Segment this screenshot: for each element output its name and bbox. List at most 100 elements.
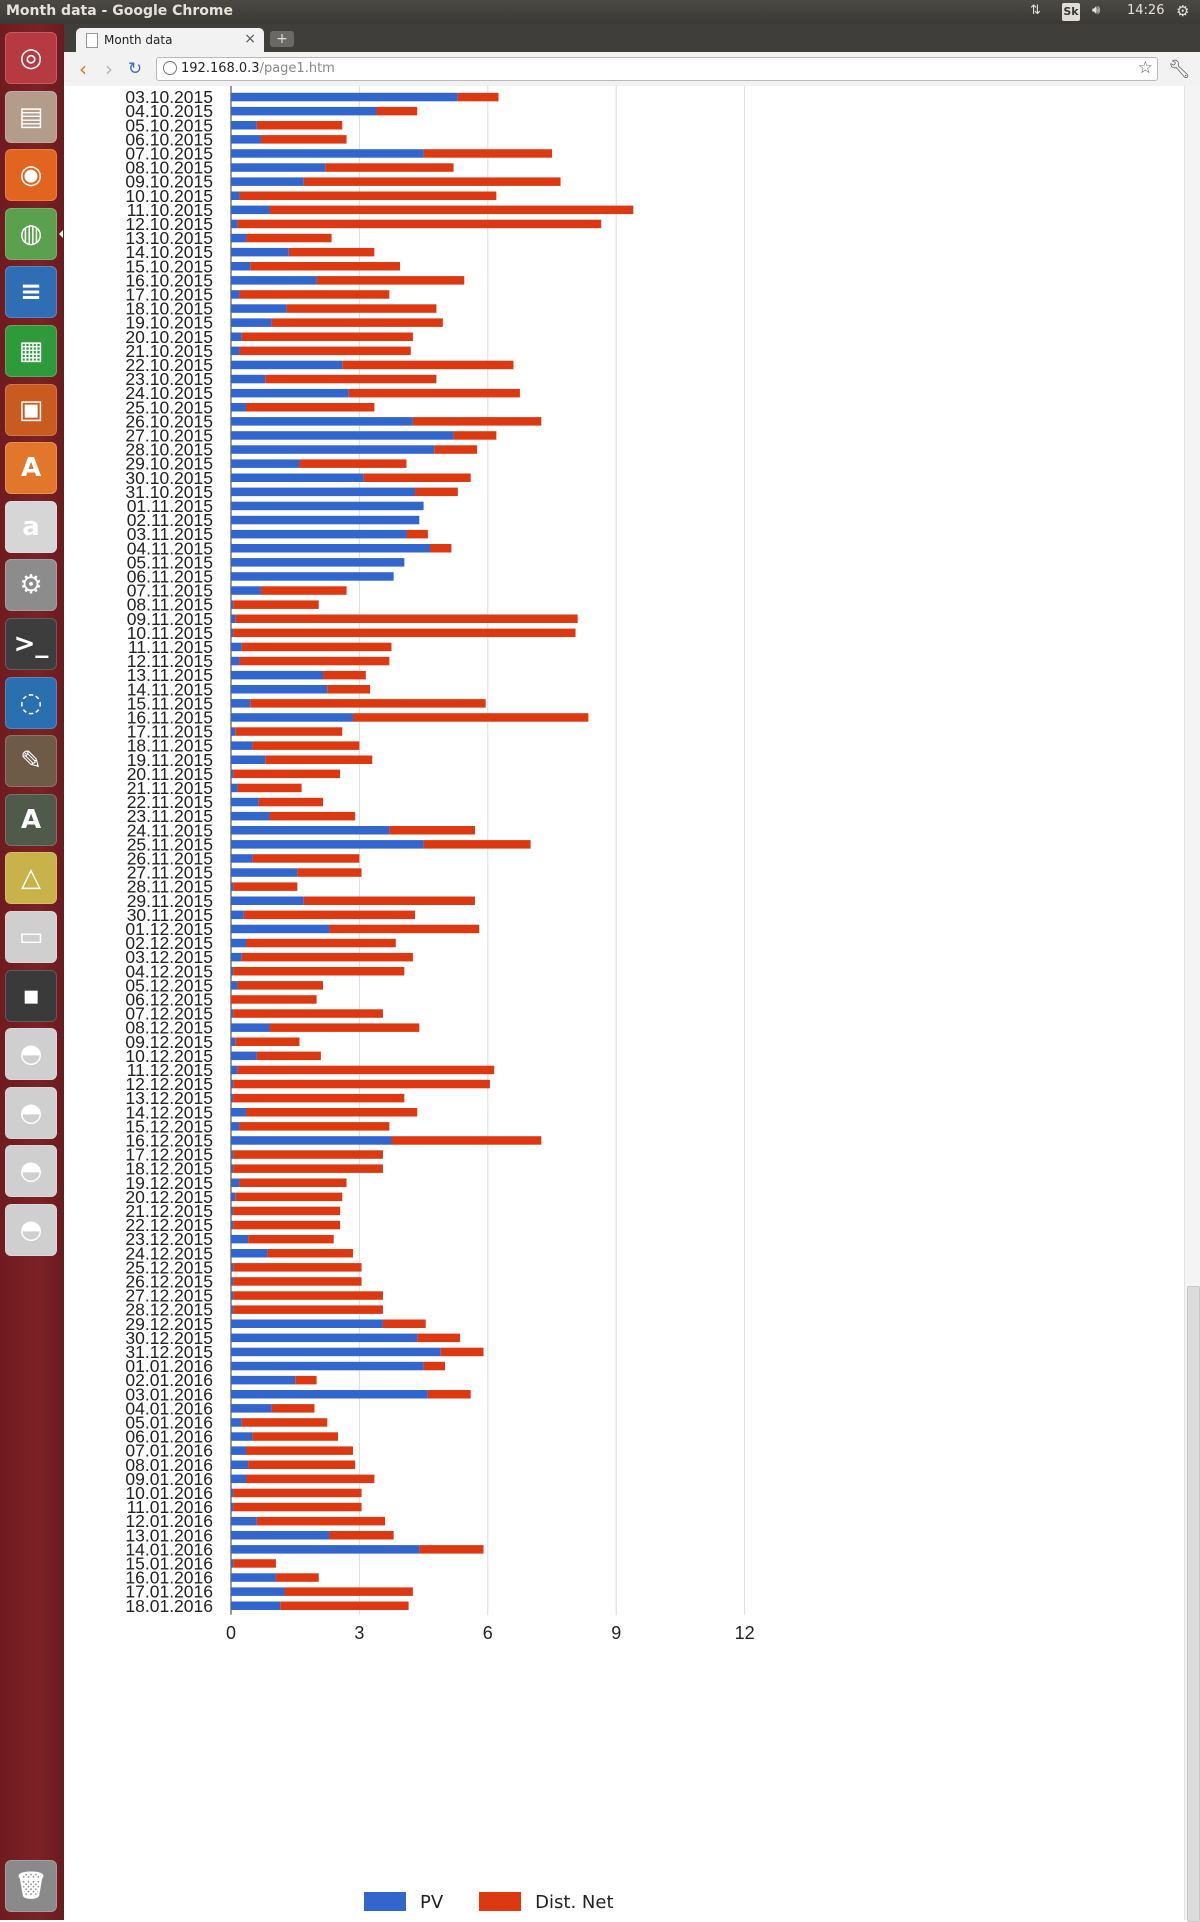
bar-pv[interactable] [231, 1051, 257, 1061]
bar-dist-net[interactable] [258, 797, 324, 807]
drive-icon-4[interactable]: ◓ [5, 1204, 57, 1256]
bar-dist-net[interactable] [352, 713, 589, 722]
bar-dist-net[interactable] [391, 1136, 542, 1145]
bar-dist-net[interactable] [233, 1263, 362, 1272]
bar-dist-net[interactable] [323, 670, 366, 680]
bar-dist-net[interactable] [233, 1502, 362, 1512]
bar-pv[interactable] [231, 276, 317, 285]
bar-pv[interactable] [231, 304, 287, 313]
bar-pv[interactable] [231, 1009, 234, 1018]
bar-dist-net[interactable] [233, 1277, 362, 1286]
bar-pv[interactable] [231, 1108, 246, 1117]
bar-dist-net[interactable] [243, 910, 416, 920]
gimp-icon[interactable]: ✎ [5, 735, 57, 788]
bar-dist-net[interactable] [269, 205, 634, 215]
bar-pv[interactable] [231, 1305, 234, 1314]
bar-pv[interactable] [231, 826, 390, 835]
bar-pv[interactable] [231, 1404, 272, 1413]
bar-dist-net[interactable] [241, 642, 392, 652]
forward-icon[interactable]: › [105, 57, 113, 81]
bar-dist-net[interactable] [256, 1516, 386, 1526]
bar-dist-net[interactable] [269, 811, 356, 821]
calc-icon[interactable]: ▦ [5, 325, 57, 377]
bar-dist-net[interactable] [423, 149, 552, 158]
bar-dist-net[interactable] [239, 346, 411, 356]
bar-dist-net[interactable] [260, 135, 347, 144]
bar-pv[interactable] [231, 924, 330, 934]
bar-dist-net[interactable] [382, 1319, 426, 1329]
keyboard-layout-indicator[interactable]: Sk [1062, 3, 1080, 21]
bar-pv[interactable] [231, 149, 424, 158]
system-settings-icon[interactable]: ⚙ [5, 559, 57, 612]
bar-dist-net[interactable] [245, 233, 332, 243]
bar-pv[interactable] [231, 952, 242, 962]
bar-dist-net[interactable] [250, 262, 401, 271]
wrench-menu-icon[interactable]: 🔧︎ [1168, 59, 1191, 80]
clock[interactable]: 14:26 [1127, 3, 1165, 18]
bar-dist-net[interactable] [233, 1164, 383, 1173]
bar-pv[interactable] [231, 713, 353, 722]
bar-pv[interactable] [231, 628, 234, 638]
bar-pv[interactable] [231, 1587, 285, 1596]
bar-dist-net[interactable] [376, 106, 418, 116]
drive-icon-1[interactable]: ◓ [5, 1028, 57, 1081]
bar-pv[interactable] [231, 374, 266, 384]
bar-dist-net[interactable] [233, 1488, 362, 1498]
back-icon[interactable]: ‹ [79, 57, 87, 81]
bar-pv[interactable] [231, 769, 234, 779]
bar-dist-net[interactable] [239, 656, 390, 666]
bar-dist-net[interactable] [325, 163, 454, 172]
bar-dist-net[interactable] [235, 614, 578, 624]
bar-pv[interactable] [231, 614, 236, 624]
bar-dist-net[interactable] [233, 600, 319, 609]
bar-dist-net[interactable] [233, 1009, 383, 1018]
bar-dist-net[interactable] [415, 487, 458, 497]
ubuntu-one-icon[interactable]: ◌ [5, 676, 57, 729]
bar-dist-net[interactable] [303, 896, 475, 906]
bar-pv[interactable] [231, 938, 246, 948]
ubuntu-home-icon[interactable]: ◎ [5, 32, 57, 84]
bar-dist-net[interactable] [235, 1192, 343, 1202]
trash-icon[interactable]: 🗑 [5, 1860, 57, 1912]
bar-dist-net[interactable] [329, 924, 480, 934]
bar-pv[interactable] [231, 1432, 253, 1441]
bar-pv[interactable] [231, 600, 234, 609]
bookmark-star-icon[interactable]: ☆ [1137, 58, 1153, 78]
bar-dist-net[interactable] [235, 727, 343, 736]
bar-dist-net[interactable] [342, 360, 514, 370]
bar-dist-net[interactable] [260, 586, 347, 595]
bar-pv[interactable] [231, 1122, 240, 1131]
software-center-icon[interactable]: A [5, 442, 57, 495]
bar-dist-net[interactable] [248, 1234, 334, 1244]
bar-pv[interactable] [231, 1474, 246, 1484]
bar-dist-net[interactable] [233, 1220, 341, 1230]
bar-dist-net[interactable] [457, 92, 499, 102]
bar-pv[interactable] [231, 106, 377, 116]
bar-pv[interactable] [231, 1333, 418, 1343]
bar-dist-net[interactable] [233, 1206, 341, 1216]
bar-pv[interactable] [231, 403, 246, 412]
chrome-icon[interactable]: ◍ [5, 207, 63, 260]
bar-pv[interactable] [231, 163, 326, 172]
bar-dist-net[interactable] [406, 529, 428, 539]
bar-pv[interactable] [231, 1488, 234, 1498]
bar-dist-net[interactable] [245, 1474, 375, 1484]
bar-pv[interactable] [231, 515, 420, 525]
bar-dist-net[interactable] [237, 1065, 495, 1075]
bar-pv[interactable] [231, 1178, 240, 1188]
bar-pv[interactable] [231, 1573, 276, 1582]
address-bar[interactable]: 192.168.0.3/page1.htm ☆ [156, 57, 1158, 81]
bar-pv[interactable] [231, 1277, 234, 1286]
bar-pv[interactable] [231, 121, 257, 130]
bar-dist-net[interactable] [245, 1108, 418, 1117]
writer-icon[interactable]: ≡ [5, 266, 57, 319]
bar-dist-net[interactable] [235, 1037, 300, 1047]
bar-pv[interactable] [231, 501, 424, 511]
bar-pv[interactable] [231, 1601, 281, 1611]
bar-dist-net[interactable] [303, 177, 561, 186]
bar-dist-net[interactable] [241, 332, 413, 342]
bar-pv[interactable] [231, 572, 394, 581]
bar-pv[interactable] [231, 487, 416, 497]
bar-pv[interactable] [231, 755, 266, 765]
bar-dist-net[interactable] [265, 755, 373, 765]
